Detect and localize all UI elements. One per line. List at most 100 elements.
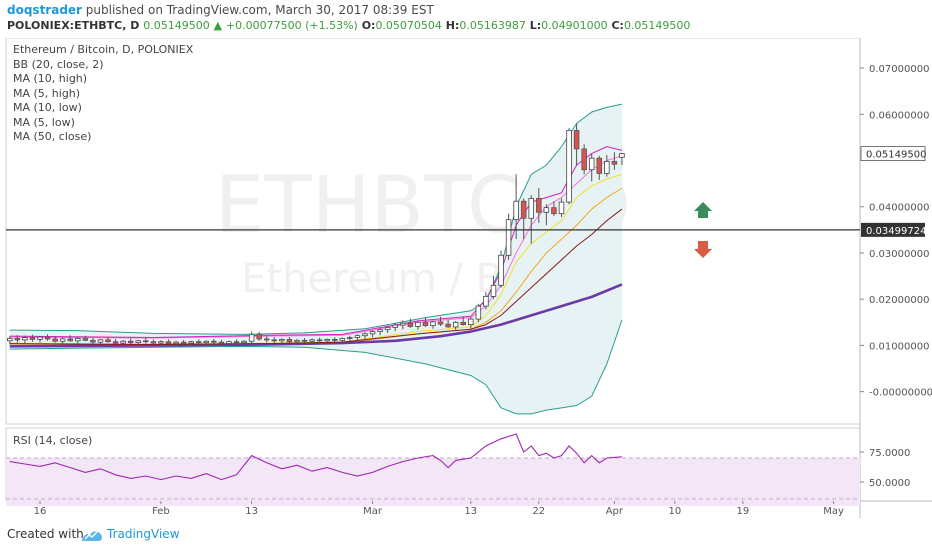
candle[interactable] <box>301 338 308 344</box>
rsi-line[interactable] <box>9 433 622 481</box>
candle[interactable] <box>520 198 527 240</box>
candle[interactable] <box>468 317 474 329</box>
candle[interactable] <box>490 276 497 300</box>
candle[interactable] <box>59 337 66 344</box>
legend-ma-5-high[interactable]: MA (5, high) <box>13 86 81 100</box>
candle[interactable] <box>105 337 111 343</box>
candle[interactable] <box>543 204 550 226</box>
candle[interactable] <box>551 201 557 216</box>
legend-title[interactable]: Ethereum / Bitcoin, D, POLONIEX <box>13 43 194 56</box>
candle[interactable] <box>112 338 119 345</box>
candle[interactable] <box>294 338 300 345</box>
candle[interactable] <box>67 335 73 342</box>
candle[interactable] <box>604 154 610 177</box>
candle[interactable] <box>90 338 96 344</box>
candle[interactable] <box>195 339 202 345</box>
candle[interactable] <box>483 292 489 310</box>
candle[interactable] <box>452 320 459 331</box>
candle[interactable] <box>165 339 172 345</box>
candle[interactable] <box>241 340 247 345</box>
arrow-down-icon[interactable] <box>694 241 712 258</box>
candle[interactable] <box>316 337 323 343</box>
candle[interactable] <box>218 339 225 345</box>
candle[interactable] <box>498 250 504 288</box>
candle[interactable] <box>203 340 210 345</box>
candle[interactable] <box>332 337 338 343</box>
candle[interactable] <box>430 320 436 329</box>
candle[interactable] <box>445 319 451 328</box>
candle[interactable] <box>460 316 466 326</box>
candle[interactable] <box>362 332 368 339</box>
candle[interactable] <box>29 334 36 342</box>
candle[interactable] <box>143 338 149 344</box>
candle[interactable] <box>263 336 270 343</box>
candle[interactable] <box>596 155 603 180</box>
candle[interactable] <box>286 337 293 343</box>
candle[interactable] <box>44 334 51 341</box>
candle[interactable] <box>120 339 126 346</box>
candle[interactable] <box>135 339 141 346</box>
candle[interactable] <box>407 318 414 328</box>
candle[interactable] <box>188 340 194 346</box>
candle[interactable] <box>248 331 255 344</box>
ma-line-0[interactable] <box>9 155 623 339</box>
rsi-legend[interactable]: RSI (14, close) <box>13 434 93 447</box>
candle[interactable] <box>588 153 595 182</box>
candle[interactable] <box>180 339 187 345</box>
candle[interactable] <box>127 338 134 345</box>
candle[interactable] <box>505 213 512 260</box>
candle[interactable] <box>271 337 278 344</box>
candle[interactable] <box>415 321 421 330</box>
candle[interactable] <box>513 174 519 240</box>
candle[interactable] <box>324 338 330 344</box>
candle[interactable] <box>573 123 580 166</box>
candle[interactable] <box>384 325 391 333</box>
candle[interactable] <box>392 322 398 332</box>
candle[interactable] <box>173 340 179 346</box>
legend-ma-10-high[interactable]: MA (10, high) <box>13 72 88 85</box>
candle[interactable] <box>14 335 21 343</box>
candle[interactable] <box>158 340 164 346</box>
candle[interactable] <box>226 340 232 346</box>
candle[interactable] <box>566 128 572 205</box>
candle[interactable] <box>611 152 618 170</box>
arrow-up-icon[interactable] <box>694 202 712 218</box>
ma-line-4[interactable] <box>9 283 623 348</box>
candle[interactable] <box>75 337 81 344</box>
candle[interactable] <box>437 316 444 326</box>
legend-ma-10-low[interactable]: MA (10, low) <box>13 101 82 114</box>
candle[interactable] <box>619 152 625 166</box>
candle[interactable] <box>347 335 353 342</box>
candle[interactable] <box>377 328 383 336</box>
candle[interactable] <box>400 320 406 330</box>
candle[interactable] <box>369 330 376 338</box>
candle-body <box>354 335 361 338</box>
tradingview-brand-link[interactable]: TradingView <box>107 527 180 541</box>
candle[interactable] <box>309 338 315 344</box>
candle[interactable] <box>211 338 217 345</box>
legend-ma-50-close[interactable]: MA (50, close) <box>13 130 92 143</box>
candle[interactable] <box>339 337 346 343</box>
candle[interactable] <box>22 335 28 344</box>
candle[interactable] <box>37 336 43 343</box>
candle[interactable] <box>279 338 285 344</box>
candle[interactable] <box>475 303 482 323</box>
candle[interactable] <box>528 195 534 244</box>
candle[interactable] <box>52 336 58 343</box>
candle[interactable] <box>536 188 542 223</box>
candle[interactable] <box>256 332 262 341</box>
candle[interactable] <box>233 339 240 345</box>
author-name[interactable]: doqstrader <box>7 3 82 17</box>
candle[interactable] <box>558 198 565 217</box>
candle[interactable] <box>354 334 361 341</box>
candle[interactable] <box>97 338 104 345</box>
candle[interactable] <box>150 339 157 345</box>
candle[interactable] <box>7 336 13 345</box>
candle[interactable] <box>581 144 587 175</box>
legend-ma-5-low[interactable]: MA (5, low) <box>13 115 75 129</box>
bb-lower-line[interactable] <box>9 319 623 415</box>
candle[interactable] <box>422 317 429 327</box>
legend-bb[interactable]: BB (20, close, 2) <box>13 57 104 71</box>
candle[interactable] <box>82 335 89 342</box>
